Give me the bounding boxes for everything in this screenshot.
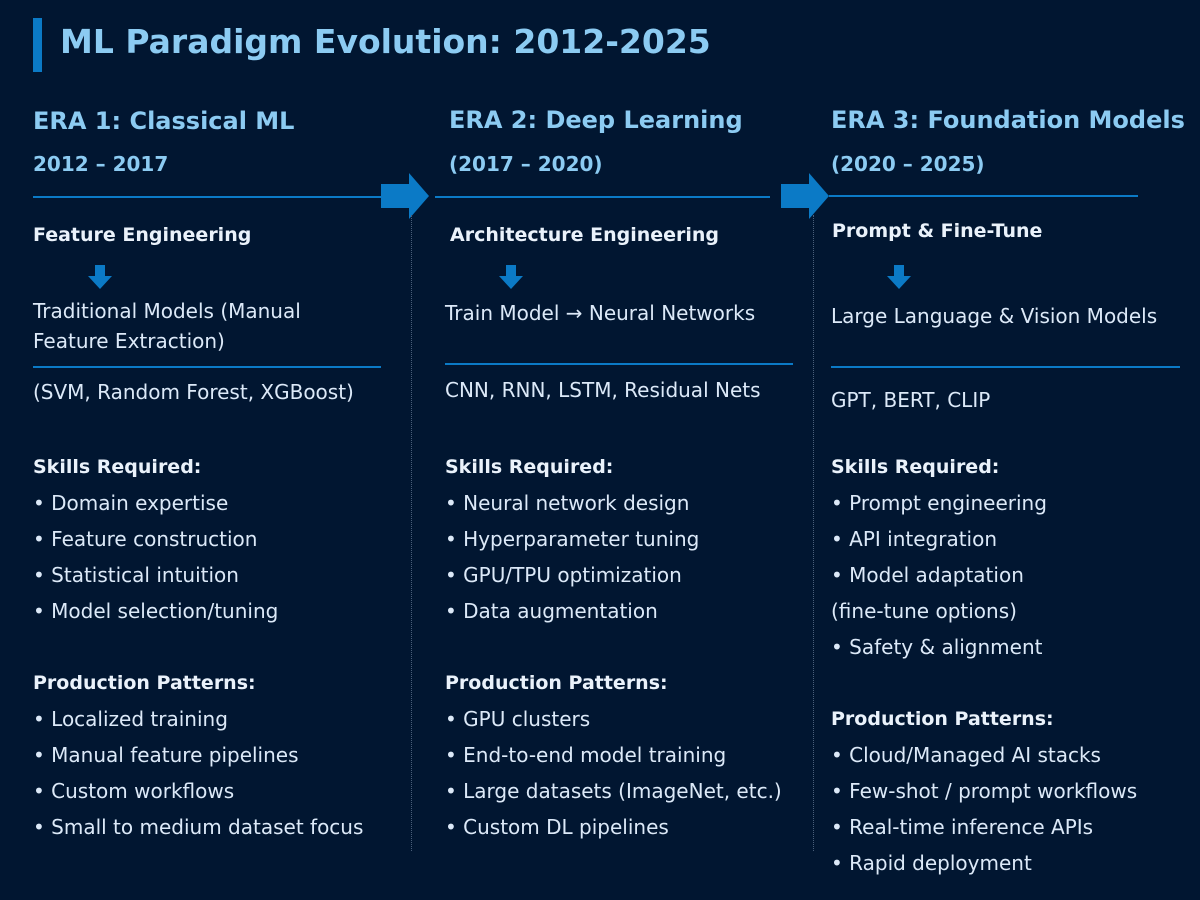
pattern-item: • Real-time inference APIs xyxy=(831,815,1094,839)
pattern-item: • Large datasets (ImageNet, etc.) xyxy=(445,779,782,803)
skill-item: • Safety & alignment xyxy=(831,635,1043,659)
era-2-result: Train Model → Neural Networks xyxy=(445,301,756,325)
skill-item: • Neural network design xyxy=(445,491,690,515)
skills-heading: Skills Required: xyxy=(33,456,202,478)
era-2-patterns: Production Patterns: • GPU clusters • En… xyxy=(445,665,782,845)
era-2-timeline xyxy=(435,196,770,198)
era-1-examples: (SVM, Random Forest, XGBoost) xyxy=(33,380,354,404)
page-title: ML Paradigm Evolution: 2012-2025 xyxy=(60,22,711,61)
skill-item: • Data augmentation xyxy=(445,599,658,623)
era-1-patterns: Production Patterns: • Localized trainin… xyxy=(33,665,363,845)
era-3-timeline xyxy=(829,195,1138,197)
arrow-down-icon xyxy=(887,265,911,289)
era-1-approach: Feature Engineering xyxy=(33,224,252,246)
era-2-skills: Skills Required: • Neural network design… xyxy=(445,449,699,629)
skill-item: • Prompt engineering xyxy=(831,491,1047,515)
patterns-heading: Production Patterns: xyxy=(33,672,256,694)
column-divider xyxy=(813,215,814,851)
skill-item: • API integration xyxy=(831,527,998,551)
era-3-divider xyxy=(831,366,1180,368)
era-3-approach: Prompt & Fine-Tune xyxy=(832,220,1043,242)
era-3-examples: GPT, BERT, CLIP xyxy=(831,388,991,412)
patterns-heading: Production Patterns: xyxy=(445,672,668,694)
era-1-timeline xyxy=(33,196,383,198)
era-2-divider xyxy=(445,363,793,365)
pattern-item: • Custom workflows xyxy=(33,779,235,803)
era-3-result: Large Language & Vision Models xyxy=(831,304,1158,328)
era-2-examples: CNN, RNN, LSTM, Residual Nets xyxy=(445,378,761,402)
pattern-item: • Manual feature pipelines xyxy=(33,743,299,767)
arrow-down-icon xyxy=(88,265,112,289)
era-1-divider xyxy=(33,366,381,368)
pattern-item: • Cloud/Managed AI stacks xyxy=(831,743,1101,767)
pattern-item: • Small to medium dataset focus xyxy=(33,815,364,839)
arrow-right-icon xyxy=(381,173,429,219)
era-3-patterns: Production Patterns: • Cloud/Managed AI … xyxy=(831,701,1137,881)
pattern-item: • End-to-end model training xyxy=(445,743,727,767)
pattern-item: • Localized training xyxy=(33,707,228,731)
era-2-approach: Architecture Engineering xyxy=(450,224,720,246)
era-3-years: (2020 – 2025) xyxy=(831,152,985,176)
pattern-item: • GPU clusters xyxy=(445,707,591,731)
skills-heading: Skills Required: xyxy=(831,456,1000,478)
skill-item: • Statistical intuition xyxy=(33,563,239,587)
pattern-item: • Few-shot / prompt workflows xyxy=(831,779,1138,803)
era-1-title: ERA 1: Classical ML xyxy=(33,107,295,135)
era-1-result-line-1: Traditional Models (Manual xyxy=(33,299,301,323)
skill-item: • GPU/TPU optimization xyxy=(445,563,682,587)
title-accent-bar xyxy=(33,18,42,72)
pattern-item: • Rapid deployment xyxy=(831,851,1032,875)
column-divider xyxy=(411,215,412,851)
skill-item: • Feature construction xyxy=(33,527,258,551)
era-1-skills: Skills Required: • Domain expertise • Fe… xyxy=(33,449,278,629)
skill-item: • Hyperparameter tuning xyxy=(445,527,700,551)
era-3-skills: Skills Required: • Prompt engineering • … xyxy=(831,449,1047,665)
skill-item: • Domain expertise xyxy=(33,491,229,515)
era-3-title: ERA 3: Foundation Models xyxy=(831,106,1185,134)
era-1-result-line-2: Feature Extraction) xyxy=(33,329,225,353)
pattern-item: • Custom DL pipelines xyxy=(445,815,669,839)
patterns-heading: Production Patterns: xyxy=(831,708,1054,730)
arrow-down-icon xyxy=(499,265,523,289)
arrow-right-icon xyxy=(781,173,829,219)
era-2-years: (2017 – 2020) xyxy=(449,152,603,176)
skill-item-continuation: (fine-tune options) xyxy=(831,599,1017,623)
era-1-years: 2012 – 2017 xyxy=(33,152,169,176)
era-1-result: Traditional Models (Manual Feature Extra… xyxy=(33,296,301,356)
skill-item: • Model selection/tuning xyxy=(33,599,279,623)
skill-item: • Model adaptation xyxy=(831,563,1024,587)
era-2-title: ERA 2: Deep Learning xyxy=(449,106,743,134)
skills-heading: Skills Required: xyxy=(445,456,614,478)
